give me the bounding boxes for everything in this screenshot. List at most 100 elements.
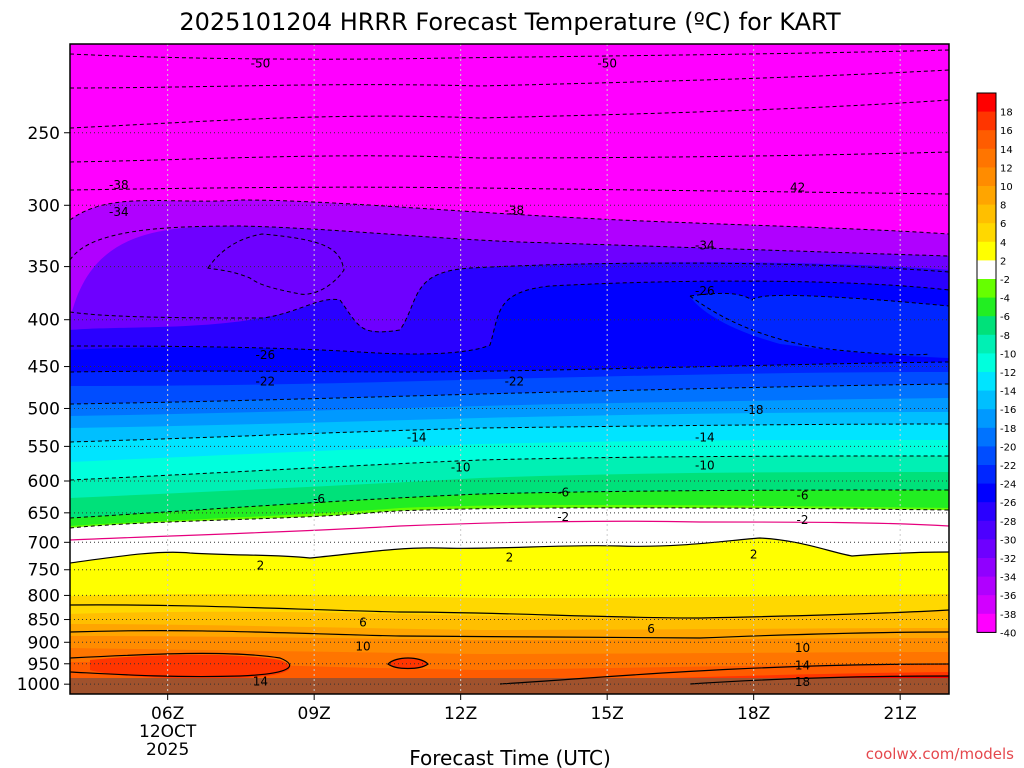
colorbar-tick-label: 10 xyxy=(1000,182,1013,193)
contour-label: -38 xyxy=(109,178,129,192)
colorbar-swatch xyxy=(977,334,996,354)
colorbar-swatch xyxy=(977,316,996,336)
zero-degree-line xyxy=(70,520,949,541)
contour-label: -10 xyxy=(451,461,471,475)
contour-label: -6 xyxy=(797,488,809,502)
colorbar-tick-label: -12 xyxy=(1000,368,1016,379)
colorbar-swatch xyxy=(977,353,996,373)
colorbar-swatch xyxy=(977,223,996,243)
x-axis-label: Forecast Time (UTC) xyxy=(409,746,611,768)
x-tick-year: 2025 xyxy=(146,740,189,760)
contour-label: 2 xyxy=(506,550,514,564)
colorbar-tick-label: -36 xyxy=(1000,591,1016,602)
contour-label: 10 xyxy=(795,641,810,655)
colorbar-tick-label: 18 xyxy=(1000,108,1013,119)
colorbar-tick-label: 14 xyxy=(1000,145,1013,156)
colorbar-swatch xyxy=(977,186,996,206)
y-tick-label: 600 xyxy=(28,472,60,492)
colorbar-swatch xyxy=(977,520,996,540)
colorbar-tick-label: -2 xyxy=(1000,275,1010,286)
colorbar-tick-label: -14 xyxy=(1000,387,1016,398)
colorbar-frame xyxy=(976,92,997,633)
colorbar-swatch xyxy=(977,613,996,633)
colorbar-tick-label: -20 xyxy=(1000,442,1016,453)
dashed-contours xyxy=(70,49,949,529)
contour-label: -2 xyxy=(557,510,569,524)
colorbar-swatch xyxy=(977,409,996,429)
colorbar-tick-label: -8 xyxy=(1000,331,1010,342)
colorbar-tick-label: 2 xyxy=(1000,256,1006,267)
solid-contours xyxy=(70,537,949,685)
x-tick-date: 12OCT xyxy=(139,722,197,742)
colorbar-swatch xyxy=(977,93,996,113)
contour-fill-area: -50 -50-38 42-34 -38-34-26-26-22 -22-18-14 -1… xyxy=(70,44,949,694)
y-tick-label: 900 xyxy=(28,633,60,653)
colorbar-tick-label: -28 xyxy=(1000,517,1016,528)
contour-label: -26 xyxy=(256,348,276,362)
colorbar-tick-label: -6 xyxy=(1000,312,1010,323)
contour-label: -38 xyxy=(505,204,525,218)
colorbar-tick-label: -38 xyxy=(1000,610,1016,621)
colorbar-swatch xyxy=(977,502,996,522)
y-tick-label: 250 xyxy=(28,124,60,144)
y-tick-label: 950 xyxy=(28,655,60,675)
x-tick-label: 15Z xyxy=(591,704,624,724)
colorbar-swatch xyxy=(977,111,996,131)
colorbar-tick-label: 16 xyxy=(1000,126,1013,137)
credit-link[interactable]: coolwx.com/models xyxy=(866,745,1014,763)
colorbar-tick-label: -26 xyxy=(1000,498,1016,509)
contour-label: 18 xyxy=(795,675,810,689)
colorbar-swatch xyxy=(977,595,996,615)
colorbar-swatch xyxy=(977,279,996,299)
x-tick-label: 18Z xyxy=(737,704,770,724)
colorbar-tick-label: -24 xyxy=(1000,480,1016,491)
x-tick-label: 09Z xyxy=(298,704,331,724)
colorbar-swatch xyxy=(977,558,996,578)
colorbar-swatch xyxy=(977,167,996,187)
y-tick-label: 750 xyxy=(28,561,60,581)
contour-label: 14 xyxy=(253,674,268,688)
y-tick-label: 450 xyxy=(28,358,60,378)
contour-label: -22 xyxy=(256,374,276,388)
colorbar-swatch xyxy=(977,465,996,485)
colorbar-tick-label: -40 xyxy=(1000,628,1016,639)
y-tick-label: 350 xyxy=(28,258,60,278)
colorbar-tick-label: 12 xyxy=(1000,163,1013,174)
colorbar-swatch xyxy=(977,539,996,559)
contour-label: -34 xyxy=(695,239,715,253)
chart-title: 2025101204 HRRR Forecast Temperature (ºC… xyxy=(179,8,841,36)
colorbar-tick-label: 4 xyxy=(1000,238,1006,249)
contour-label: -34 xyxy=(109,205,129,219)
colorbar-swatch xyxy=(977,241,996,261)
colorbar-tick-label: -16 xyxy=(1000,405,1016,416)
contour-label: -10 xyxy=(695,458,715,472)
colorbar-swatch xyxy=(977,148,996,168)
colorbar-tick-label: -34 xyxy=(1000,573,1016,584)
y-tick-label: 650 xyxy=(28,504,60,524)
colorbar-tick-label: -4 xyxy=(1000,294,1010,305)
contour-label: 6 xyxy=(647,622,655,636)
contour-labels: -50 -50-38 42-34 -38-34-26-26-22 -22-18-14 -1… xyxy=(109,56,810,688)
warm-pocket-small xyxy=(388,658,428,669)
colorbar-swatch xyxy=(977,390,996,410)
contour-label: -22 xyxy=(505,374,525,388)
band-minus-26-patch xyxy=(690,293,949,358)
colorbar-swatch xyxy=(977,260,996,280)
y-tick-label: 550 xyxy=(28,437,60,457)
warm-pocket-left xyxy=(90,654,290,679)
colorbar-swatch xyxy=(977,446,996,466)
x-tick-label: 21Z xyxy=(884,704,917,724)
y-tick-label: 800 xyxy=(28,586,60,606)
y-tick-label: 400 xyxy=(28,311,60,331)
grid-lines xyxy=(70,44,949,694)
contour-label: -14 xyxy=(695,431,715,445)
contour-label: -50 xyxy=(597,56,617,70)
y-tick-label: 300 xyxy=(28,196,60,216)
colorbar-tick-label: -32 xyxy=(1000,554,1016,565)
x-tick-label: 06Z xyxy=(151,704,184,724)
contour-label: -6 xyxy=(313,492,325,506)
y-tick-label: 700 xyxy=(28,533,60,553)
contour-label: 2 xyxy=(750,548,758,562)
contour-label: -14 xyxy=(407,431,427,445)
